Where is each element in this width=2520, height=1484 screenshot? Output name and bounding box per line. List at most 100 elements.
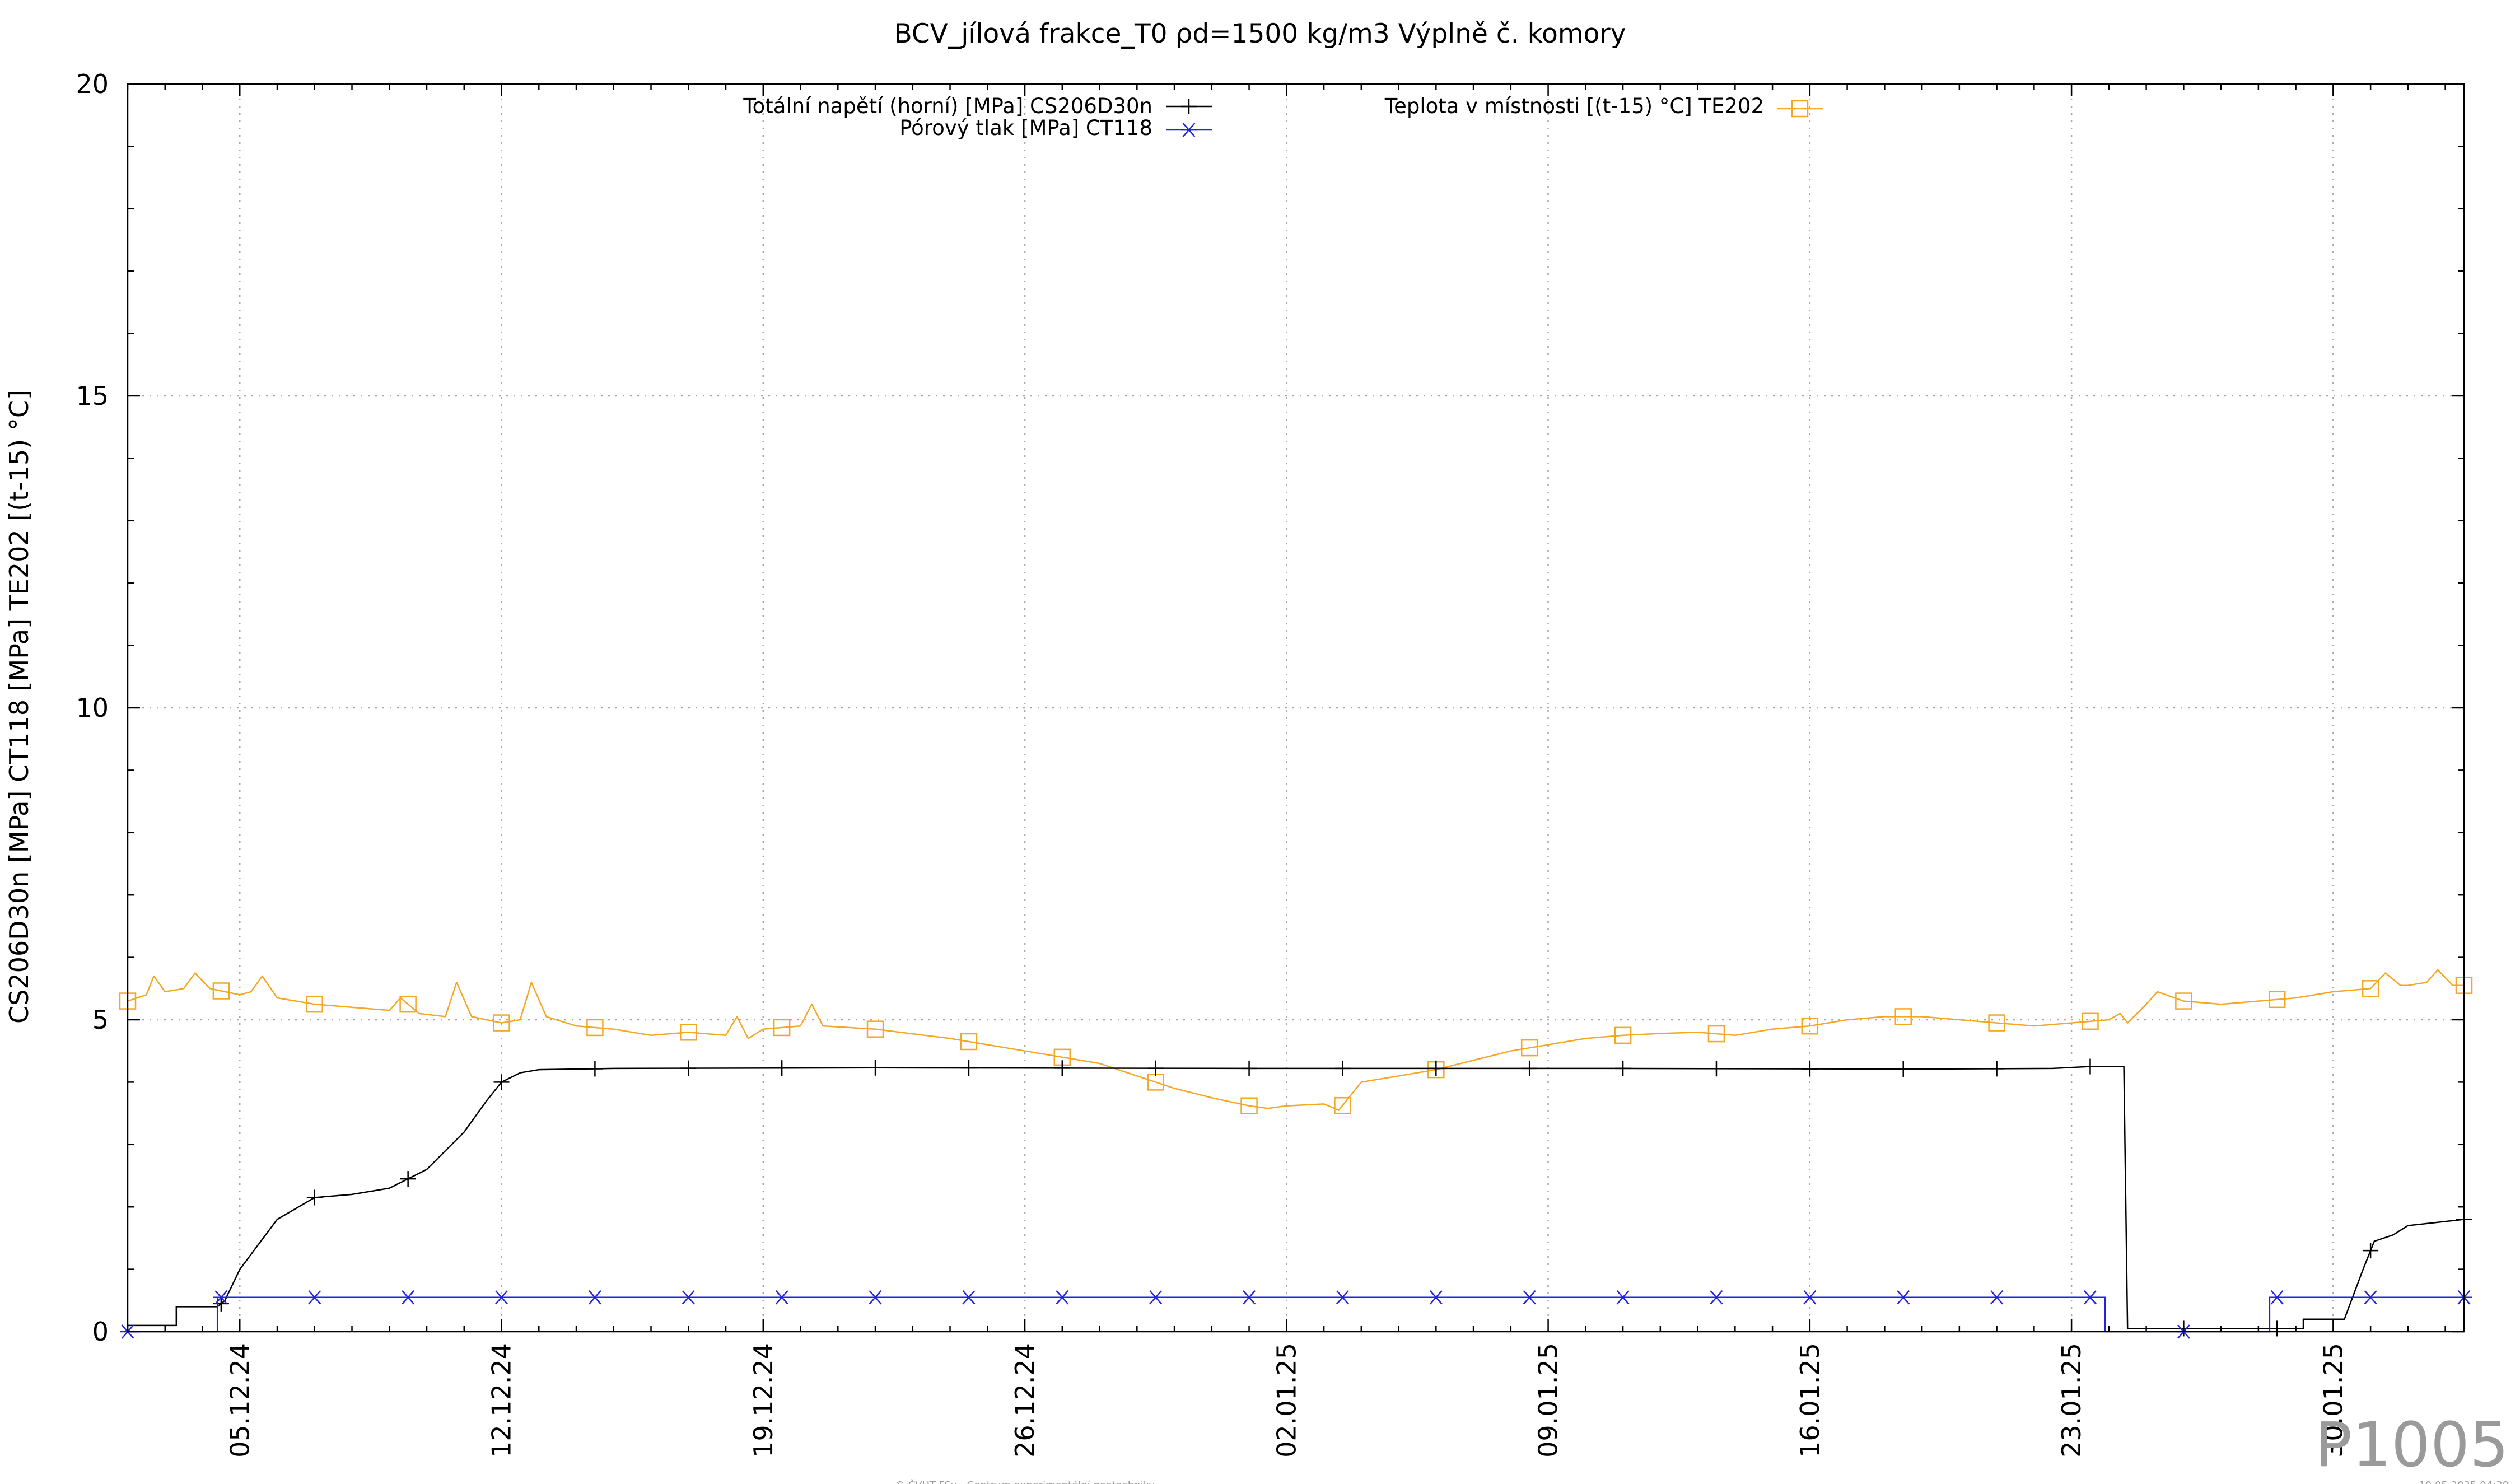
series-pore-pressure-point bbox=[960, 1290, 977, 1305]
series-room-temperature-point bbox=[2175, 992, 2192, 1010]
series-total-stress-point bbox=[306, 1189, 323, 1206]
series-pore-pressure-point bbox=[1054, 1290, 1070, 1305]
footer-credit: © ČVUT FSv - Centrum experimentální geot… bbox=[895, 1479, 1155, 1484]
series-total-stress-point bbox=[2363, 1243, 2379, 1259]
series-room-temperature-point bbox=[1801, 1017, 1819, 1035]
x-tick-label: 23.01.25 bbox=[2056, 1343, 2087, 1458]
series-pore-pressure-line bbox=[128, 1296, 2464, 1333]
y-tick-label: 10 bbox=[76, 693, 109, 723]
x-tick-label: 02.01.25 bbox=[1271, 1343, 1301, 1458]
series-pore-pressure-point bbox=[493, 1290, 510, 1305]
series-total-stress-point bbox=[1334, 1060, 1351, 1076]
series-total-stress-point bbox=[1895, 1061, 1911, 1077]
axis-ticks: 0 5 10 15 20 05.12.24 12.12.24 19.12.24 26.12.24… bbox=[76, 69, 2464, 1458]
series-total-stress-point bbox=[1147, 1060, 1164, 1076]
series-total-stress-point bbox=[1989, 1061, 2005, 1077]
series-total-stress-point bbox=[1428, 1060, 1444, 1076]
y-tick-label: 5 bbox=[92, 1005, 109, 1035]
y-tick-label: 15 bbox=[76, 381, 109, 411]
series-total-stress-line bbox=[128, 1066, 2465, 1329]
series-pore-pressure-point bbox=[1241, 1290, 1257, 1305]
series-pore-pressure-point bbox=[1989, 1290, 2005, 1305]
legend-label-pore-pressure: Pórový tlak [MPa] CT118 bbox=[899, 116, 1152, 140]
series-total-stress-point bbox=[1708, 1061, 1724, 1077]
legend-marker bbox=[1791, 100, 1809, 118]
page-id: P1005 bbox=[2315, 1409, 2509, 1481]
series-total-stress-point bbox=[1802, 1061, 1818, 1077]
series-total-stress-point bbox=[960, 1060, 977, 1076]
y-tick-label: 20 bbox=[76, 69, 109, 99]
series-pore-pressure-point bbox=[867, 1290, 884, 1305]
grid bbox=[128, 84, 2464, 1332]
x-tick-label: 05.12.24 bbox=[225, 1343, 255, 1458]
x-tick-label: 12.12.24 bbox=[487, 1343, 517, 1458]
series-room-temperature-point bbox=[1240, 1097, 1258, 1114]
series-pore-pressure-point bbox=[400, 1290, 416, 1305]
x-tick-label: 16.01.25 bbox=[1795, 1343, 1825, 1458]
series-pore-pressure-point bbox=[2363, 1290, 2379, 1305]
legend-marker bbox=[1181, 99, 1197, 114]
footer-timestamp: 10.05.2025 04:30 bbox=[2419, 1480, 2509, 1484]
series-pore-pressure-point bbox=[1708, 1290, 1724, 1305]
series-total-stress-point bbox=[680, 1060, 697, 1076]
series-room-temperature-point bbox=[1707, 1025, 1725, 1043]
y-tick-label: 0 bbox=[92, 1317, 109, 1347]
series-layer bbox=[119, 969, 2473, 1339]
series-room-temperature-point bbox=[1520, 1039, 1538, 1057]
series-total-stress-point bbox=[1615, 1060, 1631, 1076]
series-pore-pressure-point bbox=[1522, 1290, 1538, 1305]
series-total-stress bbox=[128, 1058, 2472, 1337]
series-room-temperature-point bbox=[866, 1020, 884, 1038]
series-room-temperature-point bbox=[212, 982, 230, 1000]
series-room-temperature-point bbox=[960, 1033, 978, 1051]
series-total-stress-point bbox=[2082, 1058, 2098, 1075]
legend-swatch-total-stress bbox=[1166, 99, 1212, 114]
series-pore-pressure-point bbox=[306, 1290, 323, 1305]
series-total-stress-point bbox=[2269, 1320, 2285, 1337]
series-room-temperature-point bbox=[399, 995, 417, 1013]
series-room-temperature-point bbox=[1988, 1014, 2005, 1032]
series-pore-pressure-point bbox=[587, 1290, 603, 1305]
series-pore-pressure-point bbox=[213, 1290, 229, 1305]
series-total-stress-point bbox=[587, 1061, 603, 1077]
x-tick-label: 19.12.24 bbox=[748, 1343, 778, 1458]
series-total-stress-point bbox=[400, 1171, 416, 1187]
series-room-temperature-point bbox=[2362, 980, 2379, 997]
series-pore-pressure-point bbox=[1147, 1290, 1164, 1305]
series-room-temperature bbox=[119, 969, 2473, 1114]
chart-title: BCV_jílová frakce_T0 ρd=1500 kg/m3 Výpln… bbox=[894, 18, 1626, 49]
series-pore-pressure bbox=[120, 1290, 2472, 1339]
series-room-temperature-point bbox=[2082, 1012, 2099, 1030]
series-pore-pressure-point bbox=[1615, 1290, 1631, 1305]
legend-swatch-pore-pressure bbox=[1166, 123, 1212, 137]
series-total-stress-point bbox=[1241, 1060, 1257, 1076]
series-room-temperature-point bbox=[773, 1019, 791, 1037]
series-pore-pressure-point bbox=[1895, 1290, 1911, 1305]
legend: Totální napětí (horní) [MPa] CS206D30n P… bbox=[743, 94, 1823, 140]
series-pore-pressure-point bbox=[1802, 1290, 1818, 1305]
series-total-stress-point bbox=[1054, 1060, 1070, 1076]
legend-marker bbox=[1181, 123, 1197, 137]
series-room-temperature-point bbox=[680, 1024, 697, 1041]
legend-label-total-stress: Totální napětí (horní) [MPa] CS206D30n bbox=[743, 94, 1152, 118]
x-tick-label: 26.12.24 bbox=[1010, 1343, 1040, 1458]
series-pore-pressure-point bbox=[2269, 1290, 2285, 1305]
legend-swatch-room-temperature bbox=[1777, 100, 1823, 118]
series-room-temperature-point bbox=[2268, 991, 2286, 1009]
legend-label-room-temperature: Teplota v místnosti [(t-15) °C] TE202 bbox=[1384, 94, 1764, 118]
x-tick-label: 30.01.25 bbox=[2318, 1343, 2348, 1458]
series-room-temperature-line bbox=[127, 969, 2464, 1111]
series-pore-pressure-point bbox=[1428, 1290, 1444, 1305]
y-axis-label: CS206D30n [MPa] CT118 [MPa] TE202 [(t-15… bbox=[4, 390, 34, 1024]
series-pore-pressure-point bbox=[680, 1290, 697, 1305]
series-pore-pressure-point bbox=[1334, 1290, 1351, 1305]
series-room-temperature-point bbox=[493, 1014, 510, 1032]
series-pore-pressure-point bbox=[2082, 1290, 2098, 1305]
x-tick-label: 09.01.25 bbox=[1533, 1343, 1564, 1458]
series-room-temperature-point bbox=[586, 1019, 604, 1037]
series-pore-pressure-point bbox=[774, 1290, 790, 1305]
series-total-stress-point bbox=[1522, 1060, 1538, 1076]
series-room-temperature-point bbox=[1334, 1096, 1351, 1114]
series-total-stress-point bbox=[867, 1060, 884, 1076]
